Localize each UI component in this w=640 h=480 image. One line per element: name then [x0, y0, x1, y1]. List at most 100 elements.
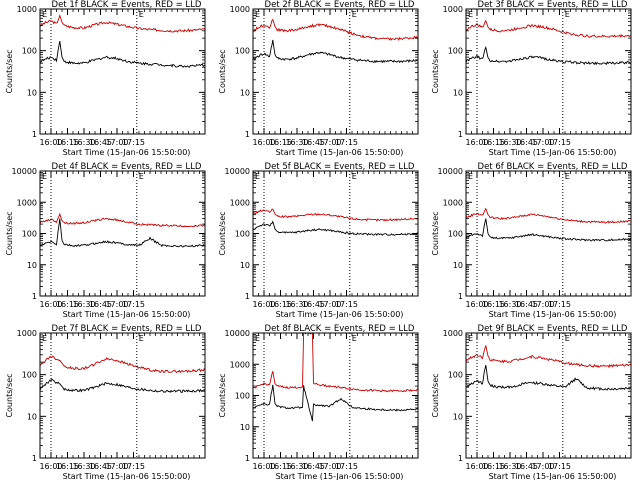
x-axis-label: Start Time (15-Jan-06 15:50:00) [489, 310, 617, 319]
x-tick-label: 17:15 [335, 138, 358, 147]
marker-label: E [352, 334, 357, 343]
y-tick-label: 1 [32, 292, 37, 301]
events-series-line [466, 218, 631, 242]
lld-series-line [40, 355, 205, 374]
marker-label: E [139, 334, 144, 343]
marker-label: E [352, 172, 357, 181]
x-tick-label: 16:15 [269, 462, 292, 471]
x-tick-label: 16:30 [285, 300, 308, 309]
x-tick-label: 17:00 [105, 462, 128, 471]
lld-series-line [40, 212, 205, 228]
x-tick-label: 16:30 [498, 300, 521, 309]
x-tick-label: 16:00 [252, 462, 275, 471]
y-tick-label: 1 [458, 130, 463, 139]
x-tick-label: 17:15 [548, 138, 571, 147]
x-axis-label: Start Time (15-Jan-06 15:50:00) [63, 148, 191, 157]
y-tick-label: 1000 [230, 5, 250, 14]
x-axis-label: Start Time (15-Jan-06 15:50:00) [63, 472, 191, 480]
y-tick-label: 10000 [225, 329, 250, 338]
x-tick-label: 16:15 [56, 462, 79, 471]
x-tick-label: 16:15 [269, 138, 292, 147]
y-tick-label: 10 [240, 88, 250, 97]
x-tick-label: 16:30 [72, 462, 95, 471]
x-axis-label: Start Time (15-Jan-06 15:50:00) [276, 148, 404, 157]
y-tick-label: 10 [453, 88, 463, 97]
y-tick-label: 10 [240, 423, 250, 432]
marker-label: E [565, 334, 570, 343]
events-series-line [40, 41, 205, 68]
x-tick-label: 16:15 [56, 300, 79, 309]
x-tick-label: 16:15 [482, 138, 505, 147]
x-tick-label: 17:00 [105, 138, 128, 147]
x-axis-label: Start Time (15-Jan-06 15:50:00) [276, 310, 404, 319]
x-tick-label: 16:30 [285, 462, 308, 471]
y-tick-label: 1000 [17, 329, 37, 338]
events-series-line [466, 365, 631, 392]
x-tick-label: 16:00 [39, 462, 62, 471]
y-tick-label: 100 [448, 371, 463, 380]
x-tick-label: 16:00 [465, 300, 488, 309]
y-tick-label: 1 [458, 454, 463, 463]
x-tick-label: 16:15 [482, 462, 505, 471]
lld-series-line [40, 14, 205, 33]
panel-title: Det 2f BLACK = Events, RED = LLD [265, 0, 415, 10]
y-axis-label: Counts/sec [218, 211, 227, 255]
x-tick-label: 16:30 [72, 300, 95, 309]
y-tick-label: 10 [27, 261, 37, 270]
y-tick-label: 1000 [17, 198, 37, 207]
x-tick-label: 16:30 [285, 138, 308, 147]
panel-title: Det 4f BLACK = Events, RED = LLD [52, 162, 202, 172]
y-axis-label: Counts/sec [431, 49, 440, 93]
marker-label: E [42, 10, 47, 19]
y-axis-label: Counts/sec [431, 373, 440, 417]
panel-title: Det 5f BLACK = Events, RED = LLD [265, 162, 415, 172]
x-tick-label: 16:45 [515, 138, 538, 147]
marker-label: E [139, 10, 144, 19]
x-tick-label: 16:45 [515, 462, 538, 471]
marker-label: E [565, 10, 570, 19]
x-tick-label: 16:30 [72, 138, 95, 147]
lld-series-line [466, 345, 631, 369]
marker-label: E [468, 10, 473, 19]
plot-frame [465, 170, 632, 297]
marker-label: E [255, 172, 260, 181]
x-tick-label: 16:00 [252, 300, 275, 309]
lld-series-line [466, 207, 631, 224]
x-tick-label: 16:00 [252, 138, 275, 147]
x-tick-label: 16:45 [302, 300, 325, 309]
panel-title: Det 6f BLACK = Events, RED = LLD [478, 162, 628, 172]
x-tick-label: 16:45 [515, 300, 538, 309]
x-axis-label: Start Time (15-Jan-06 15:50:00) [63, 310, 191, 319]
events-series-line [253, 220, 418, 236]
marker-label: E [565, 172, 570, 181]
events-series-line [40, 218, 205, 248]
lld-series-line [253, 333, 418, 393]
marker-label: E [255, 10, 260, 19]
marker-label: E [352, 10, 357, 19]
y-tick-label: 10000 [225, 167, 250, 176]
y-tick-label: 10 [453, 412, 463, 421]
x-tick-label: 17:15 [122, 138, 145, 147]
x-tick-label: 16:15 [56, 138, 79, 147]
panel-title: Det 9f BLACK = Events, RED = LLD [478, 324, 628, 334]
x-tick-label: 16:45 [89, 300, 112, 309]
plot-frame [39, 8, 206, 135]
y-tick-label: 1 [32, 130, 37, 139]
y-axis-label: Counts/sec [218, 373, 227, 417]
y-tick-label: 1000 [443, 5, 463, 14]
x-tick-label: 17:00 [318, 300, 341, 309]
y-tick-label: 1000 [443, 198, 463, 207]
y-tick-label: 100 [448, 230, 463, 239]
marker-label: E [139, 172, 144, 181]
marker-label: E [255, 334, 260, 343]
x-axis-label: Start Time (15-Jan-06 15:50:00) [489, 148, 617, 157]
panel-title: Det 1f BLACK = Events, RED = LLD [52, 0, 202, 10]
marker-label: E [468, 334, 473, 343]
